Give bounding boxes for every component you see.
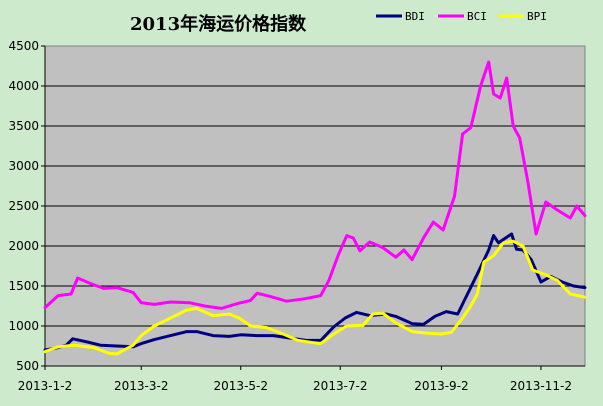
y-axis: 500 1000 1500 2000 2500 3000 3500 4000 4500: [8, 39, 46, 373]
x-axis: 2013-1-2 2013-3-2 2013-5-2 2013-7-2 2013-9-2…: [18, 365, 585, 393]
legend-label-bdi: BDI: [405, 10, 425, 23]
x-tick-label: 2013-3-2: [114, 379, 168, 393]
legend-label-bci: BCI: [467, 10, 487, 23]
series-line-bci: [43, 60, 587, 310]
y-tick-label: 3500: [8, 119, 39, 133]
series-lines: [43, 60, 587, 356]
grid-lines: [45, 85, 585, 327]
x-tick-label: 2013-9-2: [414, 379, 468, 393]
series-line-bdi: [43, 232, 587, 352]
x-tick-label: 2013-5-2: [214, 379, 268, 393]
y-tick-label: 2500: [8, 199, 39, 213]
y-tick-label: 1000: [8, 319, 39, 333]
chart-title: 2013年海运价格指数: [130, 13, 307, 35]
x-tick-label: 2013-11-2: [510, 379, 572, 393]
x-tick-label: 2013-1-2: [18, 379, 72, 393]
legend-label-bpi: BPI: [527, 10, 547, 23]
y-tick-label: 4000: [8, 79, 39, 93]
series-line-bpi: [43, 239, 587, 356]
y-tick-label: 1500: [8, 279, 39, 293]
x-tick-label: 2013-7-2: [313, 379, 367, 393]
y-tick-label: 2000: [8, 239, 39, 253]
y-tick-label: 500: [16, 359, 39, 373]
y-tick-label: 3000: [8, 159, 39, 173]
y-tick-label: 4500: [8, 39, 39, 53]
legend: BDI BCI BPI: [376, 10, 547, 23]
